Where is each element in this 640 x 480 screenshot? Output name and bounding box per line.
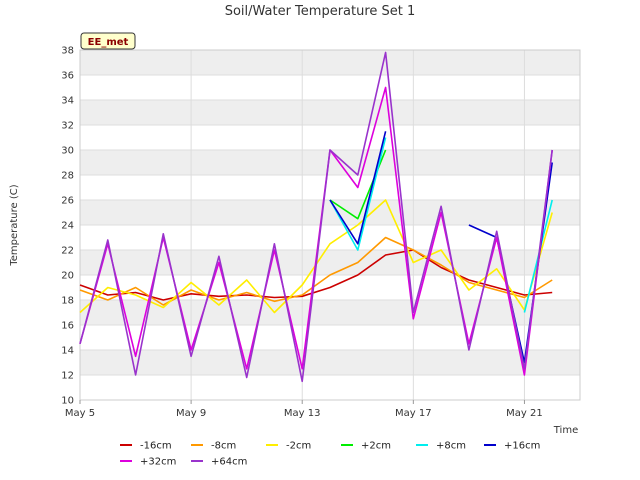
legend: -16cm -8cm -2cm +2cm +8cm +16cm +32cm +64cm [120,441,540,468]
x-tick-label: May 13 [284,408,321,419]
y-tick-label: 26 [61,196,74,207]
legend-label: -16cm [140,441,172,452]
y-tick-label: 30 [61,146,74,157]
series-line--16cm [79,249,553,301]
y-tick-label: 16 [61,321,74,332]
legend-label: -2cm [286,441,311,452]
legend-label: +16cm [504,441,540,452]
background-band [80,50,580,75]
x-axis-ticks: May 5 May 9 May 13 May 17 May 21 [65,400,543,419]
y-tick-label: 12 [61,371,74,382]
x-tick-label: May 9 [176,408,206,419]
y-tick-label: 32 [61,121,74,132]
station-badge-box [80,32,136,50]
y-tick-label: 14 [61,346,74,357]
background-band [80,200,580,225]
background-band [80,100,580,125]
series-line-+64cm [79,51,553,383]
y-axis-ticks: 10 12 14 16 18 20 22 24 26 28 30 32 34 36 38 [61,46,74,407]
series-layer [79,51,553,383]
y-tick-label: 34 [61,96,74,107]
legend-label: +8cm [436,441,466,452]
plot-area-border [79,49,581,401]
x-tick-label: May 21 [506,408,543,419]
x-axis-label: Time [553,425,578,436]
station-badge-label: EE_met [88,37,129,48]
y-tick-label: 20 [61,271,74,282]
legend-label: +2cm [361,441,391,452]
y-axis-label: Temperature (C) [9,184,20,266]
y-tick-label: 28 [61,171,74,182]
series-line--8cm [79,236,553,306]
x-tick-label: May 17 [395,408,432,419]
x-tick-label: May 5 [65,408,95,419]
legend-label: -8cm [211,441,236,452]
station-badge: EE_met [80,32,136,50]
background-band [80,250,580,275]
background-bands [80,50,580,375]
legend-label: +32cm [140,457,176,468]
legend-label: +64cm [211,457,247,468]
y-tick-label: 38 [61,46,74,57]
y-tick-label: 22 [61,246,74,257]
y-tick-label: 18 [61,296,74,307]
background-band [80,350,580,375]
y-tick-label: 24 [61,221,74,232]
y-tick-label: 10 [61,396,74,407]
y-tick-label: 36 [61,71,74,82]
chart-title: Soil/Water Temperature Set 1 [225,4,416,19]
